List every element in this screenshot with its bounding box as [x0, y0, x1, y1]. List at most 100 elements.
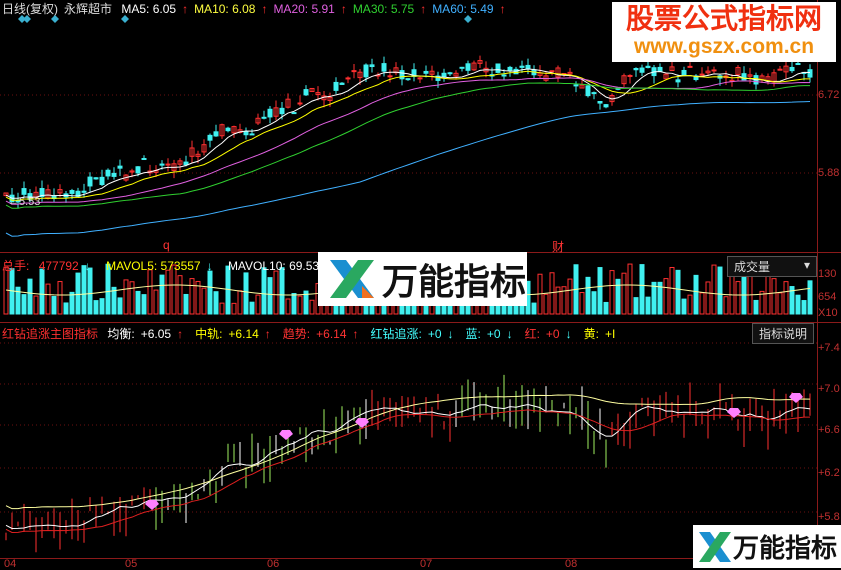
candle [711, 69, 717, 72]
divider [0, 322, 841, 323]
volume-bar [771, 278, 777, 315]
volume-bar [249, 301, 255, 315]
volume-bar [111, 286, 117, 315]
candle [441, 72, 447, 78]
volume-bar [789, 286, 795, 315]
candle [699, 73, 705, 76]
signal-diamond-icon [121, 15, 129, 23]
finance-marker[interactable]: 财 [552, 240, 565, 254]
ma-legend: MA60: 5.49 [432, 2, 494, 16]
candle [159, 163, 165, 166]
ma-legend: MA20: 5.91 [273, 2, 335, 16]
candle [57, 189, 63, 194]
candle [687, 65, 693, 68]
volume-bar [93, 300, 99, 315]
candle [213, 131, 219, 137]
candle [381, 63, 387, 72]
candle [495, 63, 501, 73]
volume-bar [807, 280, 813, 315]
price-axis-label: 6.72 [818, 89, 840, 101]
candle [285, 98, 291, 108]
indicator-value: 趋势: +6.14 ↑ [282, 327, 359, 341]
volume-bar [27, 278, 33, 315]
volume-bar [765, 271, 771, 315]
candle [705, 70, 711, 74]
candle [525, 64, 531, 70]
candle [645, 65, 651, 69]
volume-bar [189, 278, 195, 315]
volume-bar [243, 272, 249, 315]
volume-bar [681, 298, 687, 315]
volume-bar [297, 295, 303, 315]
volume-bar [273, 270, 279, 315]
period-label: 日线(复权) [2, 2, 58, 16]
candle [369, 64, 375, 68]
indicator-name[interactable]: 红钻追涨主图指标 [2, 327, 99, 341]
volume-bar [687, 294, 693, 315]
candle [579, 84, 585, 89]
volume-bar [735, 281, 741, 315]
volume-bar [801, 300, 807, 315]
indicator-axis-label: +6.6 [818, 424, 840, 436]
candle [129, 170, 135, 173]
volume-bar [279, 267, 285, 315]
candle [303, 89, 309, 96]
candle [231, 126, 237, 134]
volume-bar [45, 283, 51, 315]
arrow-up-icon: ↑ [182, 2, 189, 16]
center-watermark: 万能指标 [318, 252, 527, 306]
indicator-selector[interactable]: 成交量 ▾ [727, 256, 817, 277]
indicator-chart[interactable] [0, 322, 817, 558]
candle [93, 177, 99, 180]
candle [807, 69, 813, 78]
total-value: 477792 [38, 259, 79, 273]
red-diamond-icon [145, 500, 159, 510]
volume-bar [261, 267, 267, 315]
volume-bar [579, 292, 585, 315]
volume-bar [123, 279, 129, 315]
volume-bar [693, 274, 699, 315]
candle [117, 165, 123, 169]
volume-bar [285, 298, 291, 315]
candle [141, 158, 147, 161]
volume-bar [255, 294, 261, 315]
candle [255, 117, 261, 124]
candle [363, 64, 369, 78]
candle [447, 72, 453, 75]
candle [669, 66, 675, 72]
volume-bar [99, 298, 105, 315]
volume-bar [549, 272, 555, 315]
ma-legend: MA5: 6.05 [121, 2, 177, 16]
candle [555, 67, 561, 78]
volume-axis-label: 654 [818, 291, 837, 303]
candle [507, 66, 513, 71]
candle [39, 188, 45, 198]
balance-line [5, 403, 811, 529]
signal-diamond-icon [23, 15, 31, 23]
candle [471, 62, 477, 71]
candle [135, 166, 141, 174]
candle [597, 101, 603, 104]
volume-bar [207, 270, 213, 315]
volume-bar [75, 272, 81, 315]
ma-line [5, 101, 811, 237]
candle [81, 190, 87, 193]
volume-bar [615, 278, 621, 315]
volume-bar [183, 293, 189, 315]
stock-name: 永辉超市 [64, 2, 113, 16]
volume-bar [153, 289, 159, 315]
indicator-axis-label: +6.2 [818, 467, 840, 479]
indicator-help-button[interactable]: 指标说明 [752, 323, 815, 344]
red-diamond-icon [789, 393, 803, 403]
candle [573, 84, 579, 87]
event-marker[interactable]: q [163, 238, 170, 252]
volume-bar [21, 294, 27, 315]
volume-bar [717, 266, 723, 315]
volume-header: 总手: 477792 ↓ MAVOL5: 573557 ↓ MAVOL10: 69.… [2, 259, 343, 273]
volume-bar [795, 294, 801, 315]
volume-bar [603, 301, 609, 315]
date-label: 04 [4, 558, 17, 570]
price-chart[interactable] [0, 0, 817, 252]
volume-bar [15, 286, 21, 315]
red-diamond-icon [355, 418, 369, 428]
